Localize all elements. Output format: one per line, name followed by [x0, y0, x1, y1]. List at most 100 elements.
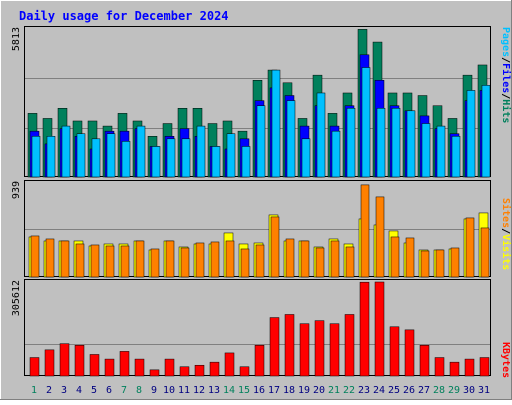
sites-bar — [315, 247, 325, 278]
kbytes-bar — [194, 364, 205, 377]
kbytes-bar — [254, 344, 265, 377]
kbytes-bar — [479, 357, 490, 377]
pages-bar — [166, 138, 176, 178]
sites-bar — [195, 242, 205, 278]
sites-bar — [105, 245, 115, 278]
kbytes-bar — [134, 358, 145, 377]
pages-bar — [466, 90, 476, 178]
ymax-label-top: 5813 — [11, 27, 22, 51]
pages-bar — [121, 141, 131, 178]
x-tick-label: 4 — [76, 385, 82, 396]
sites-bar — [420, 250, 430, 278]
sites-bar — [270, 216, 280, 278]
x-tick-label: 19 — [298, 385, 310, 396]
x-tick-label: 6 — [106, 385, 112, 396]
pages-bar — [361, 67, 371, 178]
pages-bar — [346, 108, 356, 178]
sites-bar — [180, 247, 190, 278]
legend-text: Pages/Files/Hits — [500, 27, 512, 123]
ymax-label-mid: 939 — [11, 181, 22, 199]
sites-bar — [240, 248, 250, 278]
pages-bar — [391, 108, 401, 178]
kbytes-bar — [404, 329, 415, 377]
kbytes-bar — [269, 317, 280, 377]
sites-bar — [285, 238, 295, 278]
pages-bar — [301, 138, 311, 178]
legend-kbytes: KBytes — [500, 342, 511, 378]
sites-bar — [120, 245, 130, 278]
x-tick-label: 11 — [178, 385, 190, 396]
kbytes-bar — [74, 344, 85, 377]
legend-entry: Files — [500, 63, 512, 93]
legend-entry: / — [500, 57, 511, 63]
sites-bar — [135, 240, 145, 278]
pages-bar — [271, 69, 281, 178]
x-tick-label: 26 — [403, 385, 415, 396]
kbytes-bar — [359, 281, 370, 377]
sites-bar — [45, 238, 55, 278]
x-tick-label: 28 — [433, 385, 445, 396]
x-tick-label: 9 — [151, 385, 157, 396]
pages-bar — [241, 146, 251, 178]
pages-bar — [91, 138, 101, 178]
pages-bar — [151, 146, 161, 178]
x-tick-label: 5 — [91, 385, 97, 396]
x-tick-label: 17 — [268, 385, 280, 396]
kbytes-bar — [104, 358, 115, 377]
pages-bar — [436, 125, 446, 178]
kbytes-bar — [149, 369, 160, 377]
kbytes-bar — [239, 366, 250, 377]
sites-bar — [60, 240, 70, 278]
kbytes-bar — [209, 361, 220, 377]
x-tick-label: 15 — [238, 385, 250, 396]
sites-bar — [360, 184, 370, 278]
kbytes-bar — [29, 357, 40, 377]
x-tick-label: 3 — [61, 385, 67, 396]
panel-kbytes: 305612 KBytes — [11, 279, 511, 378]
legend-entry: Pages — [500, 27, 511, 57]
sites-bar — [480, 227, 490, 278]
pages-bar — [181, 138, 191, 178]
kbytes-bar — [59, 343, 70, 377]
bars-kbytes — [25, 281, 490, 377]
sites-bar — [390, 236, 400, 278]
legend-entry: / — [500, 93, 511, 99]
sites-bar — [210, 241, 220, 278]
legend-text: KBytes — [500, 342, 511, 378]
x-tick-label: 10 — [163, 385, 175, 396]
sites-bar — [225, 240, 235, 278]
legend-text: Sites/Visits — [500, 198, 512, 270]
pages-bar — [31, 136, 41, 178]
sites-bar — [345, 246, 355, 278]
kbytes-bar — [374, 281, 385, 377]
sites-bar — [75, 243, 85, 278]
x-tick-label: 14 — [223, 385, 235, 396]
kbytes-bar — [329, 323, 340, 377]
kbytes-bar — [119, 351, 130, 377]
sites-bar — [255, 244, 265, 278]
pages-bar — [331, 130, 341, 178]
x-tick-label: 1 — [31, 385, 37, 396]
pages-bar — [481, 85, 491, 178]
sites-bar — [30, 235, 40, 278]
x-tick-label: 18 — [283, 385, 295, 396]
legend-pages-files-hits: Pages/Files/Hits — [500, 27, 512, 123]
kbytes-bar — [344, 314, 355, 377]
pages-bar — [136, 125, 146, 178]
kbytes-bar — [449, 361, 460, 377]
pages-bar — [106, 133, 116, 178]
x-tick-label: 2 — [46, 385, 52, 396]
x-tick-label: 31 — [478, 385, 490, 396]
pages-bar — [451, 136, 461, 178]
kbytes-bar — [299, 323, 310, 377]
pages-bar — [46, 136, 56, 178]
sites-bar — [465, 217, 475, 278]
sites-bar — [405, 237, 415, 278]
kbytes-bar — [389, 326, 400, 377]
x-tick-label: 8 — [136, 385, 142, 396]
kbytes-bar — [44, 349, 55, 377]
kbytes-bar — [224, 352, 235, 377]
legend-entry: / — [500, 228, 511, 234]
